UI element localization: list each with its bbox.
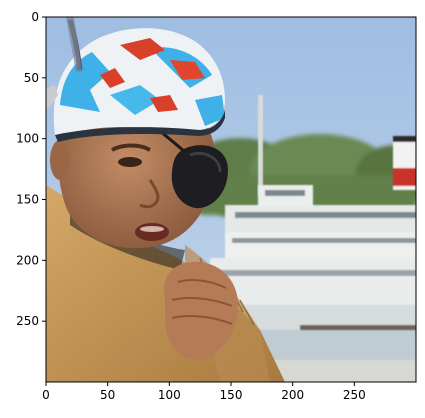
x-axis: 0 50 100 150 200 250 (42, 382, 366, 402)
x-tick-label: 150 (220, 388, 243, 402)
y-tick-label: 100 (16, 132, 39, 146)
y-tick-label: 200 (16, 253, 39, 267)
fist (164, 261, 239, 361)
eye-patch (171, 145, 228, 209)
y-tick-label: 250 (16, 314, 39, 328)
x-tick-label: 100 (158, 388, 181, 402)
x-tick-label: 250 (343, 388, 366, 402)
visible-eye (118, 157, 142, 167)
y-tick-label: 0 (31, 10, 39, 24)
y-axis: 0 50 100 150 200 250 (16, 10, 46, 328)
ear (50, 140, 70, 180)
y-tick-label: 50 (24, 71, 39, 85)
boat-mast (258, 95, 263, 195)
y-tick-label: 150 (16, 193, 39, 207)
photo (46, 17, 416, 382)
x-tick-label: 50 (100, 388, 115, 402)
x-tick-label: 0 (42, 388, 50, 402)
nose (139, 179, 160, 209)
x-tick-label: 200 (281, 388, 304, 402)
